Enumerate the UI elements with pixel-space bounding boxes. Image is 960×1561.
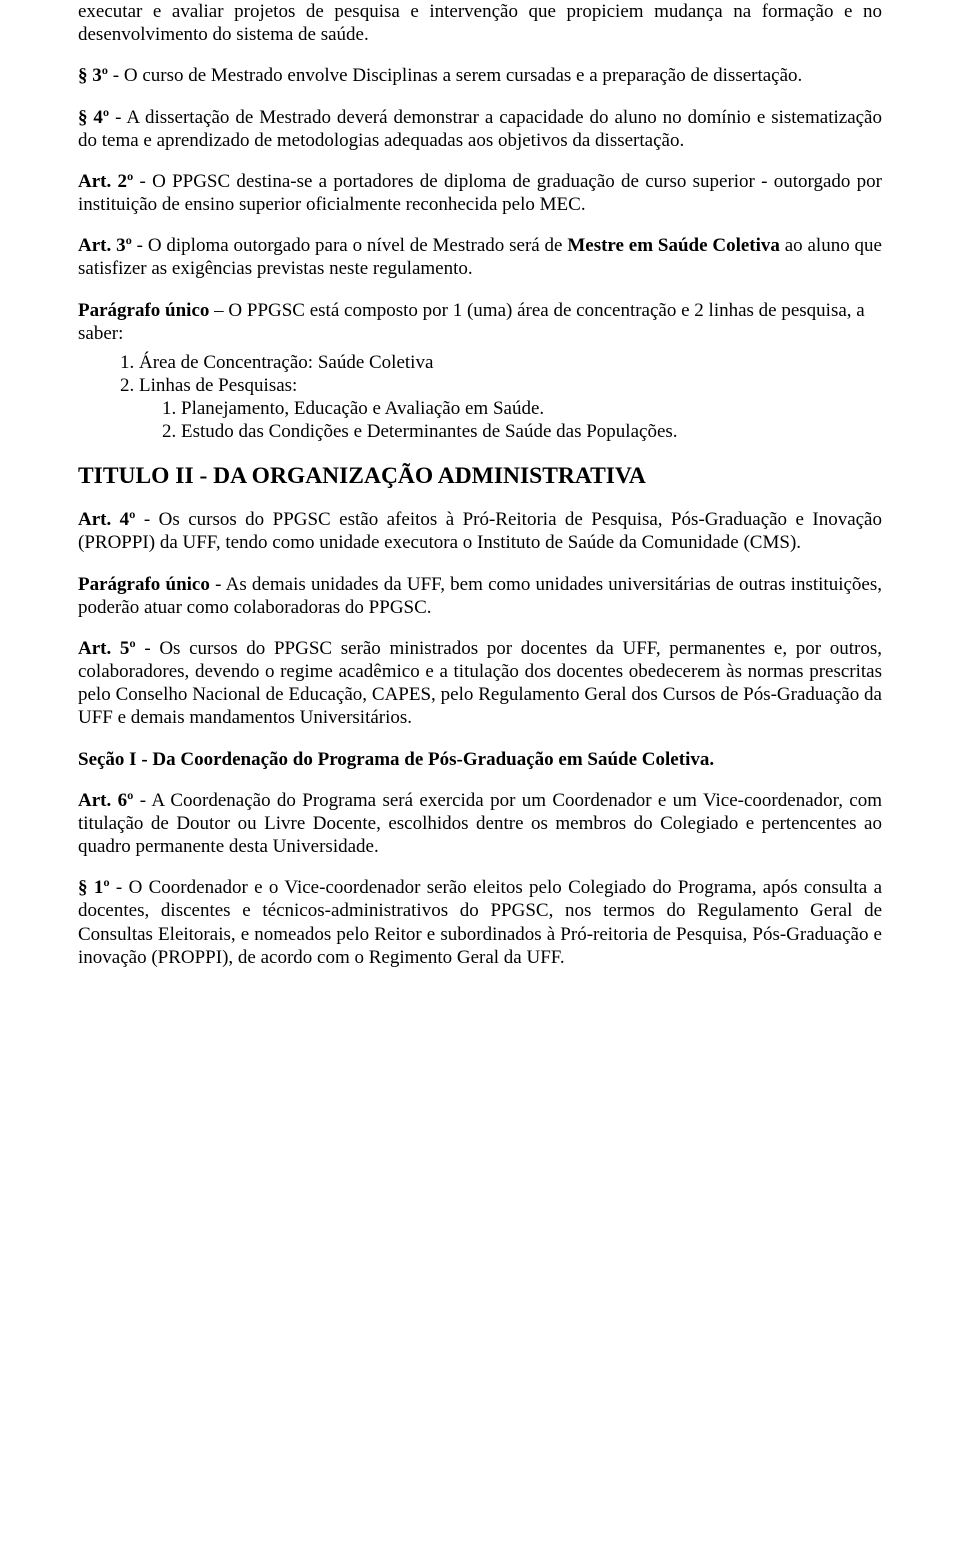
paragraph: Art. 6º - A Coordenação do Programa será… (78, 789, 882, 859)
section-heading: TITULO II - DA ORGANIZAÇÃO ADMINISTRATIV… (78, 462, 882, 491)
paragraph: § 4º - A dissertação de Mestrado deverá … (78, 106, 882, 152)
paragraph: Art. 4º - Os cursos do PPGSC estão afeit… (78, 508, 882, 554)
paragraph: § 1º - O Coordenador e o Vice-coordenado… (78, 876, 882, 969)
text: - O Coordenador e o Vice-coordenador ser… (78, 877, 882, 968)
text: - Os cursos do PPGSC serão ministrados p… (78, 638, 882, 729)
paragraph: executar e avaliar projetos de pesquisa … (78, 0, 882, 46)
list-item: 1. Planejamento, Educação e Avaliação em… (78, 397, 882, 420)
list-item: 1. Área de Concentração: Saúde Coletiva (78, 351, 882, 374)
subsection-heading: Seção I - Da Coordenação do Programa de … (78, 748, 882, 771)
paragraph: Parágrafo único - As demais unidades da … (78, 573, 882, 619)
article-prefix: Art. 3º (78, 235, 132, 256)
text: 1. Área de Concentração: Saúde Coletiva (120, 352, 433, 373)
text: executar e avaliar projetos de pesquisa … (78, 1, 882, 45)
text: 1. Planejamento, Educação e Avaliação em… (162, 398, 544, 419)
text: - A dissertação de Mestrado deverá demon… (78, 107, 882, 151)
degree-title: Mestre em Saúde Coletiva (567, 235, 780, 256)
text: - O diploma outorgado para o nível de Me… (132, 235, 567, 256)
text: - O curso de Mestrado envolve Disciplina… (108, 65, 802, 86)
list-item: 2. Estudo das Condições e Determinantes … (78, 420, 882, 443)
article-prefix: Art. 2º (78, 171, 133, 192)
text: - A Coordenação do Programa será exercid… (78, 790, 882, 857)
article-prefix: Art. 6º (78, 790, 133, 811)
article-prefix: Parágrafo único (78, 574, 210, 595)
text: - Os cursos do PPGSC estão afeitos à Pró… (78, 509, 882, 553)
heading-text: Seção I - Da Coordenação do Programa de … (78, 749, 714, 770)
paragraph: Art. 2º - O PPGSC destina-se a portadore… (78, 170, 882, 216)
paragraph: Art. 3º - O diploma outorgado para o nív… (78, 234, 882, 280)
text: 2. Estudo das Condições e Determinantes … (162, 421, 678, 442)
list-item: 2. Linhas de Pesquisas: (78, 374, 882, 397)
article-prefix: Art. 4º (78, 509, 135, 530)
text: - O PPGSC destina-se a portadores de dip… (78, 171, 882, 215)
article-prefix: Parágrafo único (78, 300, 209, 321)
paragraph: § 3º - O curso de Mestrado envolve Disci… (78, 64, 882, 87)
article-prefix: § 1º (78, 877, 110, 898)
heading-text: TITULO II - DA ORGANIZAÇÃO ADMINISTRATIV… (78, 463, 646, 489)
article-prefix: § 4º (78, 107, 109, 128)
article-prefix: Art. 5º (78, 638, 136, 659)
text: 2. Linhas de Pesquisas: (120, 375, 297, 396)
ordered-list: 1. Área de Concentração: Saúde Coletiva … (78, 351, 882, 444)
paragraph: Art. 5º - Os cursos do PPGSC serão minis… (78, 637, 882, 730)
paragraph: Parágrafo único – O PPGSC está composto … (78, 299, 882, 345)
article-prefix: § 3º (78, 65, 108, 86)
